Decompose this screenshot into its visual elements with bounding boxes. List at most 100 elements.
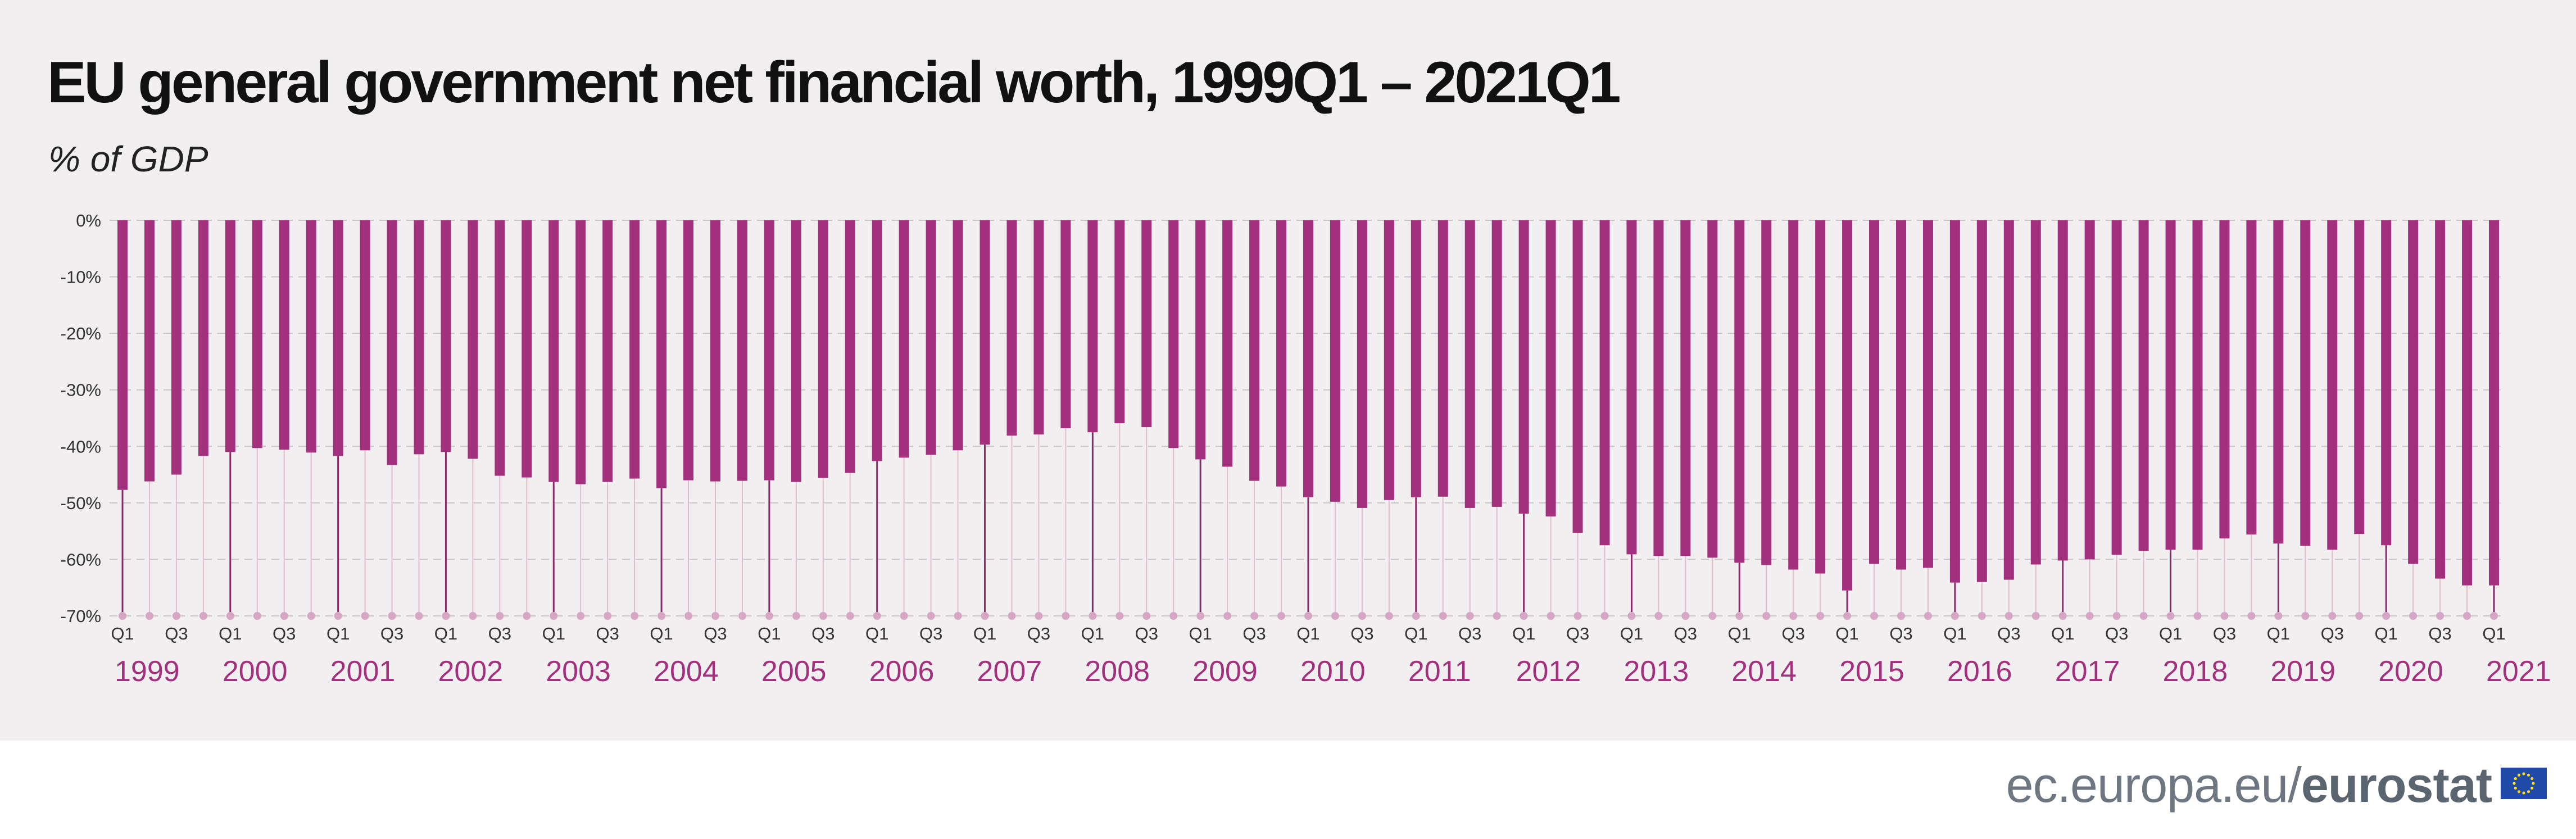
bar[interactable] xyxy=(2111,220,2122,555)
bar[interactable] xyxy=(2030,220,2041,565)
bar[interactable] xyxy=(1033,220,1044,435)
axis-dot xyxy=(1466,612,1474,620)
bar[interactable] xyxy=(737,220,747,481)
bar[interactable] xyxy=(1734,220,1745,563)
x-quarter-label: Q3 xyxy=(2213,624,2236,643)
bar[interactable] xyxy=(1276,220,1287,487)
bar[interactable] xyxy=(1222,220,1233,467)
bar[interactable] xyxy=(198,220,208,456)
bar[interactable] xyxy=(1680,220,1691,556)
bar[interactable] xyxy=(1572,220,1583,533)
bar[interactable] xyxy=(1761,220,1772,565)
bar[interactable] xyxy=(2057,220,2068,561)
bar[interactable] xyxy=(1249,220,1260,481)
bar[interactable] xyxy=(1842,220,1853,591)
bar[interactable] xyxy=(1060,220,1071,429)
bar[interactable] xyxy=(656,220,667,488)
bar[interactable] xyxy=(521,220,532,478)
bar[interactable] xyxy=(1357,220,1367,508)
bar[interactable] xyxy=(1976,220,1987,582)
axis-dot xyxy=(711,612,719,620)
bar[interactable] xyxy=(1437,220,1448,497)
x-axis: Q1 Q3 Q1 Q3 Q1 Q3 Q1 Q3 Q1 Q3 Q1 Q3 Q1 Q3 Q1 Q3 Q1 Q3 Q1 Q3… xyxy=(111,624,2551,688)
bar[interactable] xyxy=(1869,220,1880,564)
x-year-label: 2014 xyxy=(1731,655,1797,688)
x-quarter-label: Q1 xyxy=(1081,624,1104,643)
bar[interactable] xyxy=(2138,220,2149,551)
axis-dot xyxy=(1735,612,1744,620)
bar[interactable] xyxy=(899,220,909,458)
axis-dot xyxy=(1897,612,1905,620)
bar[interactable] xyxy=(710,220,720,482)
bar[interactable] xyxy=(1922,220,1933,568)
bar[interactable] xyxy=(1006,220,1017,436)
bar[interactable] xyxy=(144,220,155,482)
bar[interactable] xyxy=(2327,220,2338,550)
bar[interactable] xyxy=(1141,220,1152,428)
bar[interactable] xyxy=(2381,220,2392,546)
bar[interactable] xyxy=(2300,220,2311,546)
bar[interactable] xyxy=(468,220,478,459)
bar[interactable] xyxy=(225,220,235,452)
bar[interactable] xyxy=(1411,220,1421,497)
bar[interactable] xyxy=(414,220,424,455)
bar[interactable] xyxy=(1114,220,1125,424)
bar[interactable] xyxy=(1518,220,1529,514)
bar[interactable] xyxy=(2165,220,2176,550)
bar[interactable] xyxy=(2273,220,2284,544)
bar[interactable] xyxy=(171,220,182,475)
bar[interactable] xyxy=(441,220,451,452)
x-year-label: 2016 xyxy=(1947,655,2012,688)
bar[interactable] xyxy=(333,220,343,456)
bar[interactable] xyxy=(1303,220,1313,497)
bar[interactable] xyxy=(602,220,613,482)
x-quarter-label: Q1 xyxy=(1189,624,1212,643)
bar[interactable] xyxy=(1330,220,1340,502)
bar[interactable] xyxy=(791,220,801,482)
bar[interactable] xyxy=(845,220,855,473)
bar[interactable] xyxy=(2192,220,2203,550)
bar[interactable] xyxy=(953,220,963,451)
bar[interactable] xyxy=(2003,220,2014,580)
bar[interactable] xyxy=(495,220,505,476)
bar[interactable] xyxy=(1788,220,1799,570)
bar[interactable] xyxy=(1626,220,1637,555)
bar[interactable] xyxy=(548,220,559,482)
bar[interactable] xyxy=(1464,220,1475,508)
bar[interactable] xyxy=(1491,220,1502,507)
bar[interactable] xyxy=(2219,220,2230,539)
bar[interactable] xyxy=(1896,220,1906,570)
bar[interactable] xyxy=(387,220,397,465)
bar[interactable] xyxy=(1949,220,1960,583)
bar[interactable] xyxy=(2084,220,2095,560)
bar[interactable] xyxy=(979,220,990,445)
bar[interactable] xyxy=(2246,220,2257,535)
bar[interactable] xyxy=(2354,220,2365,534)
bar[interactable] xyxy=(2489,220,2499,586)
bar[interactable] xyxy=(629,220,640,479)
bar[interactable] xyxy=(252,220,262,448)
bar[interactable] xyxy=(764,220,774,480)
bar[interactable] xyxy=(2462,220,2473,586)
bar[interactable] xyxy=(2408,220,2419,564)
bar[interactable] xyxy=(1384,220,1394,500)
bar[interactable] xyxy=(1653,220,1664,556)
bar[interactable] xyxy=(926,220,936,455)
bar[interactable] xyxy=(818,220,828,478)
bar[interactable] xyxy=(575,220,586,484)
bar[interactable] xyxy=(872,220,882,461)
bar[interactable] xyxy=(1707,220,1718,558)
bar[interactable] xyxy=(1545,220,1556,516)
bar[interactable] xyxy=(1195,220,1206,460)
bar[interactable] xyxy=(306,220,316,453)
bar[interactable] xyxy=(683,220,694,480)
bar[interactable] xyxy=(1599,220,1610,546)
bar[interactable] xyxy=(360,220,370,451)
bar[interactable] xyxy=(1087,220,1098,433)
bar[interactable] xyxy=(279,220,289,450)
bar[interactable] xyxy=(1168,220,1179,448)
bar[interactable] xyxy=(117,220,128,490)
bar[interactable] xyxy=(2435,220,2446,579)
bar[interactable] xyxy=(1815,220,1826,574)
eurostat-brand[interactable]: ec.europa.eu/eurostat xyxy=(2006,756,2492,814)
